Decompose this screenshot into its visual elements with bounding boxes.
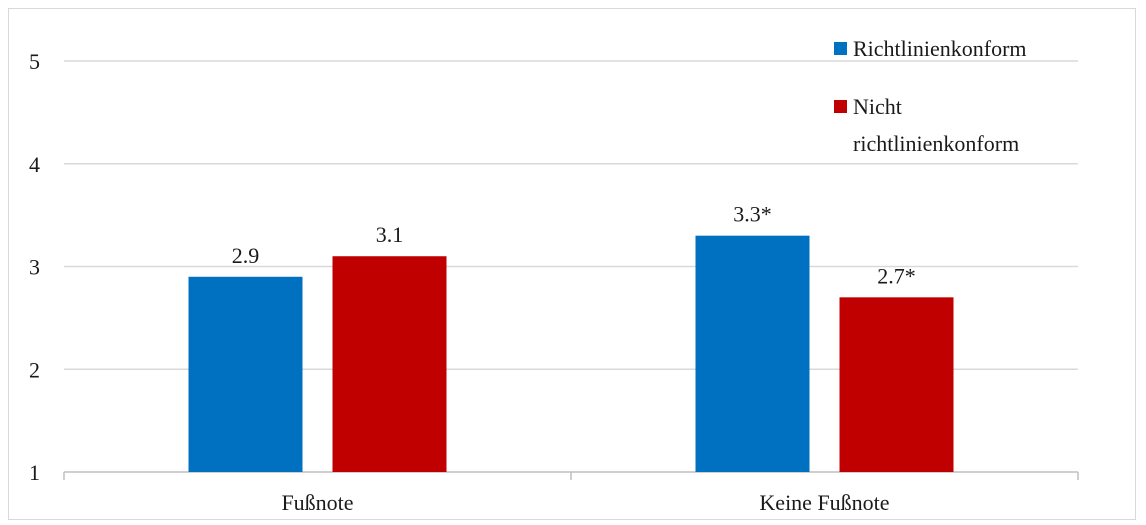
x-category-label: Fußnote xyxy=(281,490,353,515)
legend-label: Nicht xyxy=(853,94,902,119)
data-label: 2.7* xyxy=(877,263,916,288)
legend-swatch xyxy=(834,100,847,113)
y-tick-label: 2 xyxy=(29,357,40,382)
x-category-label: Keine Fußnote xyxy=(759,490,889,515)
bar xyxy=(188,276,303,472)
bar xyxy=(695,235,810,472)
legend-swatch xyxy=(834,42,847,55)
data-label: 3.1 xyxy=(376,222,404,247)
legend-label: Richtlinienkonform xyxy=(853,36,1027,61)
legend-label: richtlinienkonform xyxy=(853,131,1019,156)
y-tick-label: 1 xyxy=(29,460,40,485)
chart-frame xyxy=(8,8,1136,520)
bar xyxy=(839,297,954,472)
data-label: 2.9 xyxy=(232,243,260,268)
y-tick-label: 5 xyxy=(29,49,40,74)
bar xyxy=(332,256,447,472)
data-label: 3.3* xyxy=(733,202,772,227)
y-tick-label: 4 xyxy=(29,152,40,177)
y-tick-label: 3 xyxy=(29,255,40,280)
